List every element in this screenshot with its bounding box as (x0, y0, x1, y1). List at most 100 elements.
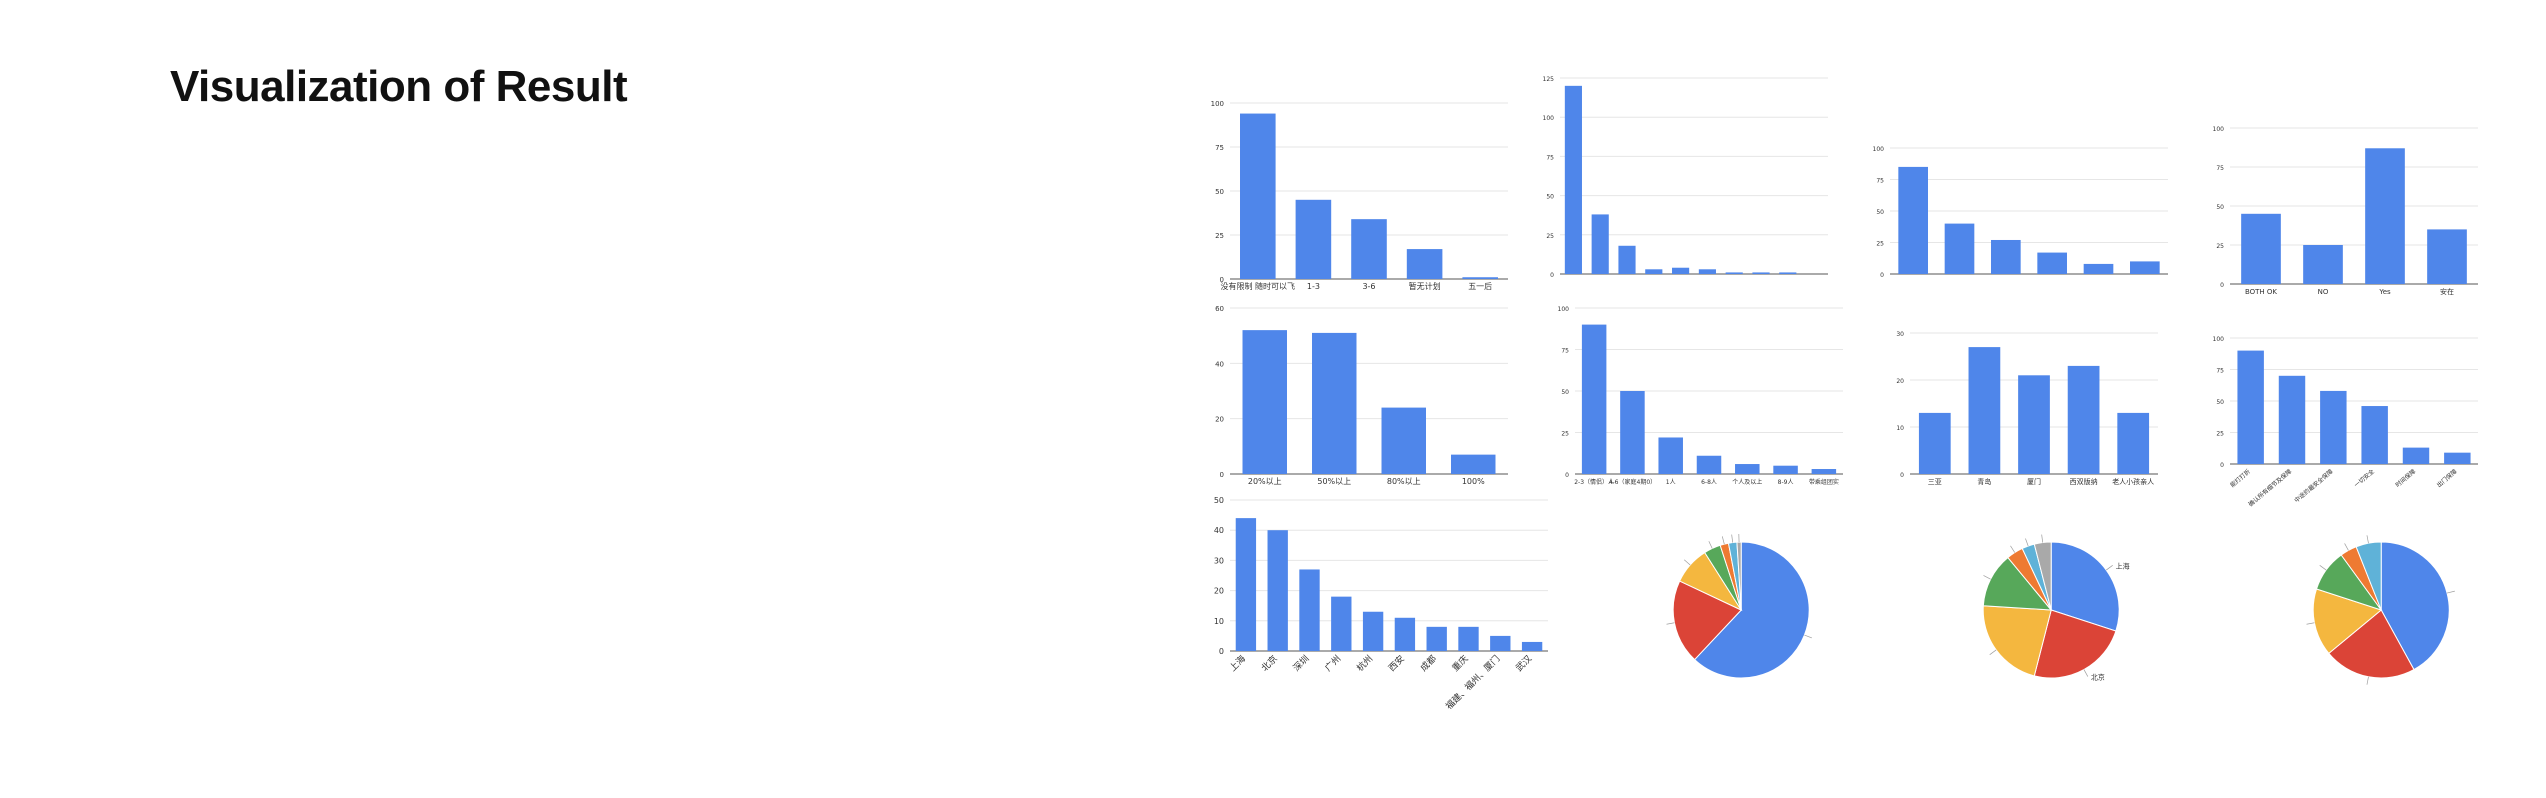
pie-slice (2050, 541, 2120, 632)
y-tick-label: 50 (1215, 188, 1224, 196)
x-tick-label: NO (2318, 288, 2329, 296)
y-tick-label: 0 (2220, 282, 2224, 289)
bar (1725, 272, 1743, 274)
x-tick-label: 2-3（情侣）人 (1574, 478, 1614, 486)
chart-12 (2306, 535, 2455, 685)
bar (1242, 330, 1287, 474)
pie-leader (1721, 536, 1725, 545)
x-tick-label: 4-6（家庭4期0） (1609, 478, 1656, 486)
y-tick-label: 25 (1546, 233, 1554, 240)
bar (1312, 332, 1357, 474)
pie-leader (2106, 565, 2113, 571)
bar (1918, 412, 1951, 474)
bar (1735, 464, 1760, 474)
pie-slice (2033, 609, 2117, 679)
y-tick-label: 0 (1565, 472, 1569, 479)
y-tick-label: 0 (1220, 276, 1224, 284)
bar (2320, 390, 2347, 464)
pie-leader (1731, 534, 1734, 543)
y-tick-label: 30 (1896, 331, 1904, 338)
x-tick-label: 广州 (1322, 653, 1343, 674)
x-tick-label: 带乘组团实 (1809, 478, 1839, 486)
pie-leader (1989, 649, 1997, 655)
y-tick-label: 60 (1215, 305, 1224, 313)
x-tick-label: 西安 (1386, 653, 1407, 674)
x-tick-label: 没有限制 随时可以飞 (1221, 281, 1296, 291)
x-tick-label: 西双版纳 (2070, 477, 2098, 486)
pie-leader (2344, 543, 2349, 551)
pie-slice (2380, 541, 2450, 671)
bar (1620, 391, 1645, 474)
y-tick-label: 50 (2216, 399, 2224, 406)
bar (1696, 455, 1722, 474)
pie-leader (1983, 575, 1991, 580)
y-tick-label: 25 (2216, 243, 2224, 250)
bar (1462, 277, 1498, 279)
x-tick-label: 能打打折 (2228, 467, 2252, 489)
x-tick-label: 青岛 (1977, 477, 1991, 486)
bar (1618, 245, 1636, 274)
x-tick-label: 成都 (1418, 653, 1439, 674)
y-tick-label: 0 (1220, 471, 1224, 479)
y-tick-label: 50 (1214, 496, 1224, 505)
bar (1591, 214, 1609, 274)
x-tick-label: 3-6 (1362, 282, 1375, 291)
x-tick-label: 20%以上 (1248, 477, 1282, 486)
bar (1698, 269, 1716, 274)
bar (1991, 239, 2021, 274)
chart-8: 0 25 50 75 100 能打打折确认所有细节及保障 中途的最安全保障 一切安全 时间保障出… (2213, 336, 2478, 508)
bar (2427, 229, 2467, 284)
y-tick-label: 40 (1214, 526, 1224, 535)
y-tick-label: 25 (1215, 232, 1224, 240)
bar (1521, 641, 1543, 651)
x-tick-label: 暂无计划 (1409, 281, 1441, 291)
x-tick-label: 北京 (1259, 653, 1280, 674)
bar (1362, 611, 1384, 651)
x-tick-label: 深圳 (1291, 653, 1312, 674)
pie-leader (2041, 534, 2044, 543)
bar (1968, 347, 2001, 474)
pie-leader (2319, 565, 2327, 571)
x-tick-label: 五一后 (1468, 281, 1492, 291)
bar (2241, 213, 2281, 284)
bar (1944, 223, 1975, 274)
x-tick-label: 上海 (1227, 653, 1248, 674)
bar (1299, 569, 1320, 651)
pie-slice (1672, 580, 1743, 661)
bar (2083, 263, 2114, 274)
x-tick-label: 武汉 (1513, 653, 1534, 674)
y-tick-label: 20 (1215, 416, 1224, 424)
y-tick-label: 0 (1219, 647, 1224, 656)
y-tick-label: 0 (1880, 272, 1884, 279)
chart-1: 0 25 50 75 100 没有限制 随时可以飞 1-3 3-6 暂无计划 五一后 (1211, 100, 1508, 291)
pie-leader (1804, 634, 1812, 639)
bar (1331, 596, 1352, 651)
bar (1658, 437, 1683, 474)
y-tick-label: 75 (1561, 348, 1569, 355)
pie-slice (1736, 541, 1742, 611)
bar (1394, 617, 1416, 651)
x-tick-label: Yes (2378, 288, 2391, 296)
y-tick-label: 25 (2216, 431, 2224, 438)
bar (1235, 518, 1257, 651)
y-tick-label: 0 (1900, 472, 1904, 479)
y-tick-label: 100 (1543, 115, 1555, 122)
y-tick-label: 10 (1896, 425, 1904, 432)
bar (2402, 447, 2430, 464)
bar (1752, 272, 1770, 274)
bar (2303, 245, 2343, 284)
y-tick-label: 40 (1215, 360, 1224, 368)
y-tick-label: 20 (1896, 378, 1904, 385)
bar (1240, 113, 1276, 279)
bar (1406, 249, 1443, 279)
bar (1458, 626, 1479, 651)
x-tick-label: 重庆 (1449, 653, 1470, 674)
y-tick-label: 0 (2220, 462, 2224, 469)
bar (1581, 324, 1607, 474)
x-tick-label: 安在 (2440, 287, 2454, 296)
chart-6: 0 25 50 75 100 2-3（情侣）人4-6（家庭4期0） 1人 6-8人 个人及以上 8… (1558, 306, 1843, 486)
bar (1381, 407, 1426, 474)
pie-leader (2025, 538, 2029, 547)
bar (1295, 199, 1332, 279)
